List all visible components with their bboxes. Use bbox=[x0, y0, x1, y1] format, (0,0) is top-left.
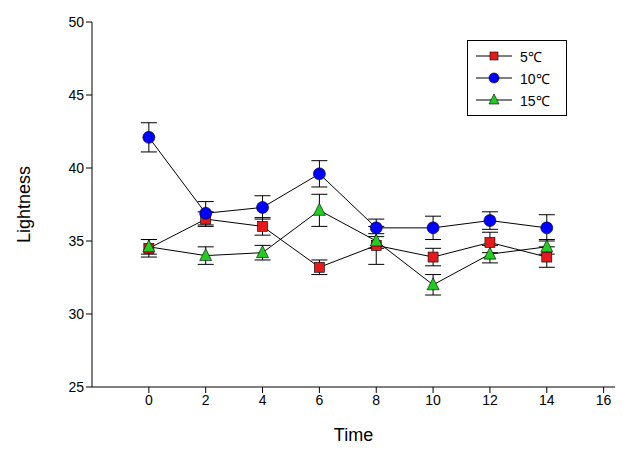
svg-text:2: 2 bbox=[202, 392, 210, 408]
svg-text:10: 10 bbox=[425, 392, 441, 408]
svg-text:45: 45 bbox=[68, 87, 84, 103]
html-text:5℃: 5℃ bbox=[520, 48, 542, 65]
svg-text:50: 50 bbox=[68, 14, 84, 30]
svg-text:Time: Time bbox=[334, 425, 373, 445]
svg-text:25: 25 bbox=[68, 379, 84, 395]
svg-text:0: 0 bbox=[145, 392, 153, 408]
svg-text:40: 40 bbox=[68, 160, 84, 176]
svg-text:16: 16 bbox=[596, 392, 612, 408]
html-text:15℃: 15℃ bbox=[520, 92, 550, 109]
svg-text:Lightness: Lightness bbox=[14, 166, 34, 243]
svg-text:30: 30 bbox=[68, 306, 84, 322]
svg-text:12: 12 bbox=[482, 392, 498, 408]
svg-text:6: 6 bbox=[315, 392, 323, 408]
svg-text:14: 14 bbox=[539, 392, 555, 408]
svg-text:8: 8 bbox=[372, 392, 380, 408]
html-text:10℃: 10℃ bbox=[520, 70, 550, 87]
svg-text:35: 35 bbox=[68, 233, 84, 249]
svg-text:4: 4 bbox=[259, 392, 267, 408]
